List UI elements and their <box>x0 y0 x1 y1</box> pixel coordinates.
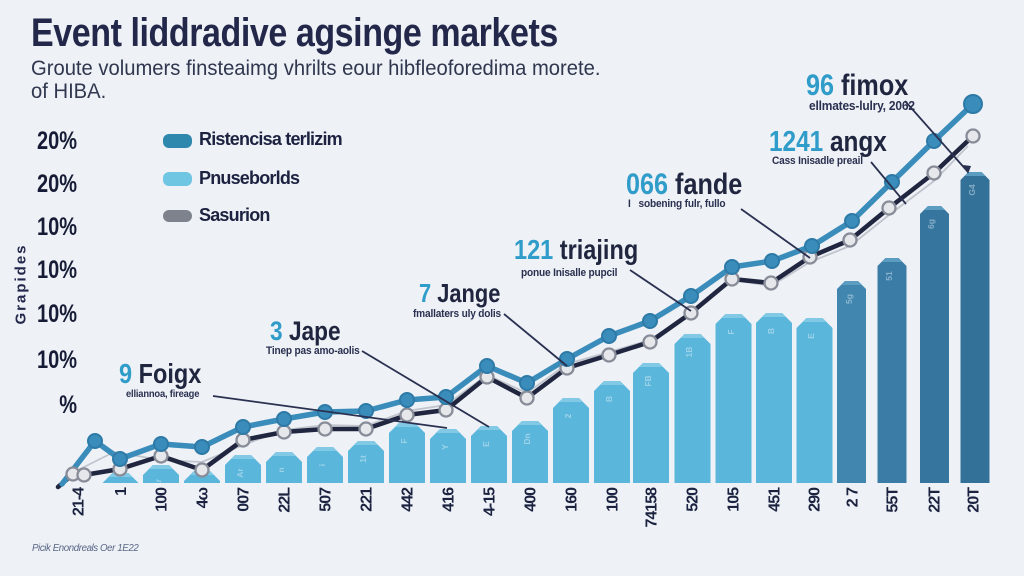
svg-text:2 7: 2 7 <box>845 487 862 507</box>
svg-text:520: 520 <box>685 487 702 512</box>
svg-text:2: 2 <box>563 413 573 418</box>
svg-text:507: 507 <box>318 487 335 512</box>
svg-text:Dn: Dn <box>522 433 532 444</box>
svg-text:4-15: 4-15 <box>482 487 499 516</box>
svg-text:221: 221 <box>359 487 376 512</box>
svg-text:1: 1 <box>113 487 130 496</box>
svg-text:100: 100 <box>154 487 171 512</box>
svg-text:20T: 20T <box>966 487 983 513</box>
svg-text:22L: 22L <box>277 487 294 513</box>
svg-text:100: 100 <box>605 487 622 512</box>
svg-text:6g: 6g <box>926 219 936 229</box>
svg-text:FB: FB <box>643 375 653 386</box>
svg-text:290: 290 <box>807 487 824 512</box>
svg-text:21-4: 21-4 <box>71 487 88 516</box>
svg-text:442: 442 <box>400 487 417 512</box>
svg-text:Y: Y <box>440 444 450 450</box>
svg-text:160: 160 <box>564 487 581 512</box>
svg-text:1B: 1B <box>684 347 694 358</box>
svg-text:451: 451 <box>767 487 784 512</box>
svg-text:n: n <box>276 467 286 472</box>
svg-text:i: i <box>317 464 327 466</box>
svg-text:105: 105 <box>726 487 743 512</box>
svg-text:5g: 5g <box>844 294 854 304</box>
svg-text:400: 400 <box>523 487 540 512</box>
svg-text:1t: 1t <box>358 455 368 463</box>
svg-text:F: F <box>726 329 736 334</box>
svg-text:22T: 22T <box>927 487 944 513</box>
svg-text:Ar: Ar <box>235 468 245 478</box>
svg-text:74158: 74158 <box>644 487 661 528</box>
svg-text:1r: 1r <box>153 478 163 487</box>
svg-text:E: E <box>806 333 816 339</box>
svg-text:51: 51 <box>884 271 894 281</box>
svg-text:F: F <box>399 438 409 443</box>
svg-text:B: B <box>766 328 776 334</box>
svg-text:007: 007 <box>236 487 253 512</box>
svg-text:E: E <box>481 441 491 447</box>
svg-text:416: 416 <box>441 487 458 512</box>
svg-text:G4: G4 <box>967 184 977 196</box>
svg-text:B: B <box>604 396 614 402</box>
svg-text:4ω: 4ω <box>195 488 212 509</box>
svg-text:55T: 55T <box>885 487 902 513</box>
